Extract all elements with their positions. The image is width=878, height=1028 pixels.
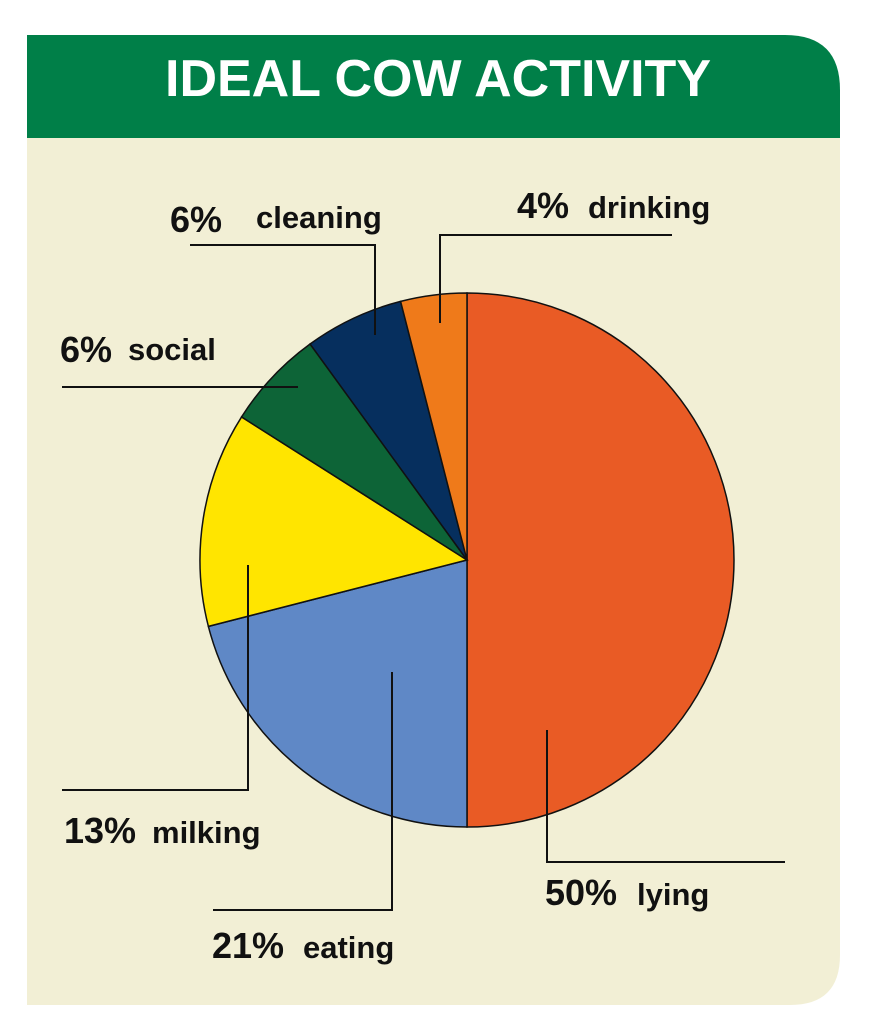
leader-line xyxy=(213,672,393,911)
percent-label: 50% xyxy=(545,872,617,913)
percent-label: 21% xyxy=(212,925,284,966)
category-label: lying xyxy=(637,877,709,912)
percent-label: 13% xyxy=(64,810,136,851)
leader-line xyxy=(62,565,249,791)
chart-title: IDEAL COW ACTIVITY xyxy=(165,50,711,108)
leader-line xyxy=(546,730,785,863)
header-band xyxy=(27,35,840,138)
percent-label: 4% xyxy=(517,185,569,226)
pie-slice xyxy=(399,292,468,561)
pie xyxy=(199,292,735,828)
category-label: milking xyxy=(152,815,261,850)
percent-label: 6% xyxy=(170,199,222,240)
category-label: drinking xyxy=(588,190,710,225)
leader-line xyxy=(439,234,672,323)
category-label: social xyxy=(128,332,216,367)
percent-label: 6% xyxy=(60,329,112,370)
labels: 50% lying 21% eating 13% milking 6% social 6% cle… xyxy=(60,185,785,966)
pie-slice xyxy=(199,415,469,628)
leader-line xyxy=(190,244,376,335)
pie-slice xyxy=(207,559,468,828)
category-label: cleaning xyxy=(256,200,382,235)
category-label: eating xyxy=(303,930,394,965)
pie-slice xyxy=(466,292,735,828)
